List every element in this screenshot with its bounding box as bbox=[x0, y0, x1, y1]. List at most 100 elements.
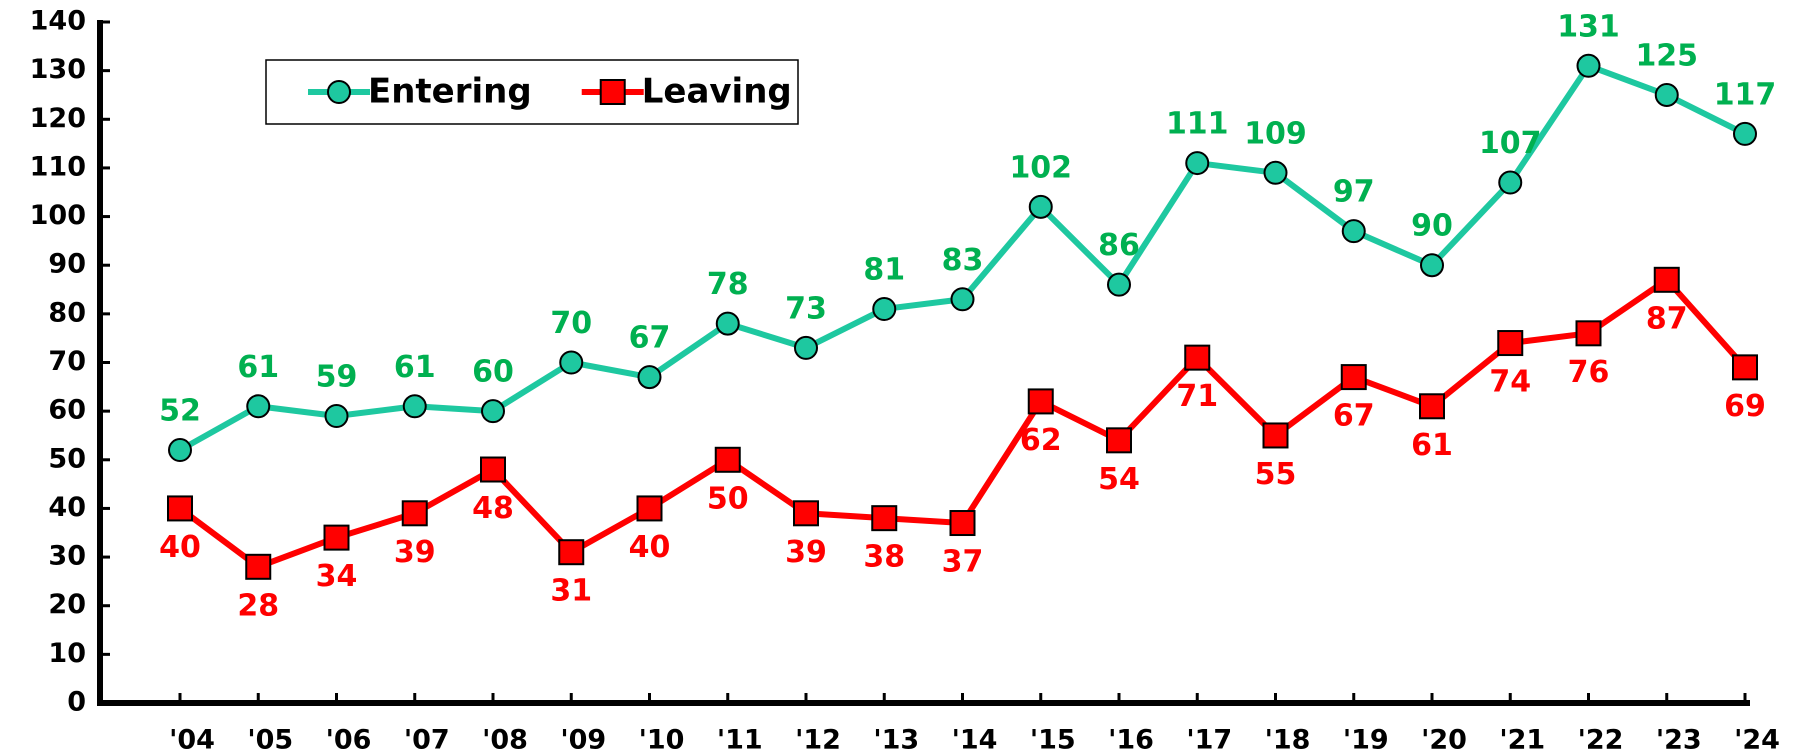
data-label: 73 bbox=[785, 291, 827, 326]
x-tick-label: '04 bbox=[169, 725, 215, 753]
y-tick-label: 60 bbox=[48, 395, 86, 426]
y-tick-label: 80 bbox=[48, 297, 86, 328]
x-tick-label: '05 bbox=[247, 725, 293, 753]
y-tick-label: 90 bbox=[48, 249, 86, 280]
marker bbox=[793, 500, 819, 527]
x-tick-label: '10 bbox=[639, 725, 685, 753]
marker bbox=[1263, 160, 1288, 185]
marker bbox=[950, 287, 975, 312]
marker bbox=[637, 365, 662, 390]
marker bbox=[245, 553, 272, 580]
data-label: 78 bbox=[707, 267, 749, 302]
marker bbox=[1027, 388, 1054, 415]
data-label: 74 bbox=[1489, 365, 1531, 400]
marker bbox=[871, 505, 898, 532]
data-label: 83 bbox=[942, 243, 984, 278]
marker bbox=[715, 311, 740, 336]
marker bbox=[1654, 82, 1679, 107]
x-tick-label: '08 bbox=[482, 725, 528, 753]
y-tick-label: 70 bbox=[48, 346, 86, 377]
marker bbox=[1028, 194, 1053, 219]
x-tick-label: '13 bbox=[873, 725, 919, 753]
data-label: 81 bbox=[863, 252, 905, 287]
data-label: 39 bbox=[785, 535, 827, 570]
data-label: 55 bbox=[1255, 457, 1297, 492]
y-tick-label: 10 bbox=[48, 638, 86, 669]
x-tick-label: '15 bbox=[1030, 725, 1076, 753]
y-tick-label: 130 bbox=[30, 54, 86, 85]
data-label: 102 bbox=[1009, 150, 1072, 185]
marker bbox=[1732, 354, 1758, 381]
marker bbox=[1185, 151, 1210, 176]
x-tick-label: '18 bbox=[1265, 725, 1311, 753]
data-label: 39 bbox=[394, 535, 436, 570]
data-label: 70 bbox=[550, 306, 592, 341]
marker bbox=[559, 350, 584, 375]
marker bbox=[480, 456, 506, 483]
x-tick-label: '19 bbox=[1343, 725, 1389, 753]
y-tick-label: 30 bbox=[48, 541, 86, 572]
marker bbox=[327, 80, 351, 104]
data-label: 71 bbox=[1176, 379, 1218, 414]
data-label: 61 bbox=[394, 350, 436, 385]
data-label: 62 bbox=[1020, 423, 1062, 458]
data-label: 40 bbox=[629, 530, 671, 565]
y-tick-label: 120 bbox=[30, 103, 86, 134]
data-label: 111 bbox=[1166, 107, 1229, 142]
x-tick-label: '12 bbox=[795, 725, 841, 753]
y-tick-label: 40 bbox=[48, 492, 86, 523]
legend-label: Leaving bbox=[642, 72, 792, 112]
x-tick-label: '23 bbox=[1656, 725, 1702, 753]
data-label: 97 bbox=[1333, 175, 1375, 210]
data-label: 34 bbox=[316, 559, 358, 594]
marker bbox=[949, 510, 976, 537]
x-tick-label: '16 bbox=[1108, 725, 1154, 753]
marker bbox=[1497, 330, 1524, 357]
data-label: 61 bbox=[1411, 428, 1453, 463]
data-label: 67 bbox=[629, 321, 671, 356]
marker bbox=[402, 394, 427, 419]
data-label: 38 bbox=[863, 540, 905, 575]
data-label: 37 bbox=[942, 545, 984, 580]
data-label: 109 bbox=[1244, 116, 1307, 151]
x-tick-label: '17 bbox=[1186, 725, 1232, 753]
data-label: 107 bbox=[1479, 126, 1542, 161]
y-tick-label: 110 bbox=[30, 151, 86, 182]
marker bbox=[168, 438, 192, 463]
y-tick-label: 20 bbox=[48, 589, 86, 620]
marker bbox=[1184, 344, 1211, 371]
x-tick-label: '07 bbox=[404, 725, 450, 753]
data-label: 61 bbox=[237, 350, 279, 385]
marker bbox=[1733, 121, 1757, 146]
data-label: 40 bbox=[159, 530, 201, 565]
data-label: 76 bbox=[1568, 355, 1610, 390]
marker bbox=[1498, 170, 1523, 195]
marker bbox=[1262, 422, 1289, 449]
data-label: 90 bbox=[1411, 209, 1453, 244]
marker bbox=[714, 446, 741, 473]
data-label: 86 bbox=[1098, 228, 1140, 263]
y-tick-label: 50 bbox=[48, 443, 86, 474]
x-tick-label: '20 bbox=[1421, 725, 1467, 753]
marker bbox=[1106, 427, 1132, 454]
y-tick-label: 140 bbox=[30, 6, 86, 37]
y-tick-label: 0 bbox=[67, 687, 86, 718]
marker bbox=[246, 394, 271, 419]
data-label: 48 bbox=[472, 491, 514, 526]
data-label: 50 bbox=[707, 481, 749, 516]
data-label: 87 bbox=[1646, 301, 1688, 336]
marker bbox=[323, 524, 350, 551]
data-label: 131 bbox=[1557, 9, 1620, 44]
data-label: 59 bbox=[316, 360, 358, 395]
x-tick-label: '09 bbox=[560, 725, 606, 753]
marker bbox=[401, 500, 428, 527]
marker bbox=[872, 296, 897, 321]
x-tick-label: '14 bbox=[952, 725, 998, 753]
marker bbox=[558, 539, 585, 566]
marker bbox=[1340, 364, 1367, 391]
legend-label: Entering bbox=[368, 72, 532, 112]
marker bbox=[324, 404, 349, 429]
marker bbox=[167, 495, 193, 522]
x-tick-label: '22 bbox=[1578, 725, 1624, 753]
marker bbox=[636, 495, 663, 522]
